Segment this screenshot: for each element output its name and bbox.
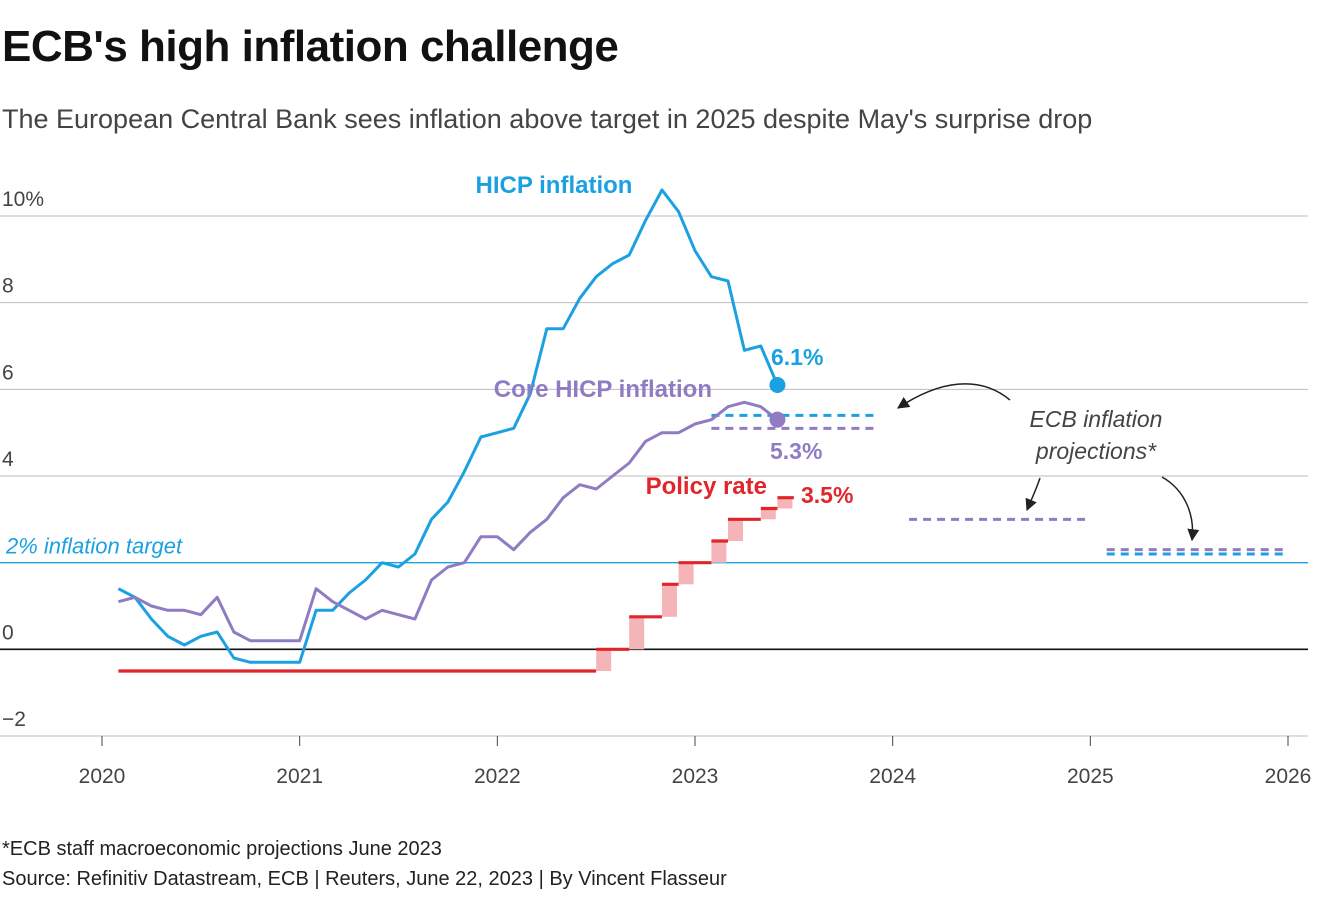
annotation-arrow-2024 bbox=[1025, 477, 1041, 512]
policy-rate-series bbox=[118, 496, 794, 673]
policy-rate-increase bbox=[661, 584, 677, 617]
policy-rate-increase bbox=[777, 497, 793, 509]
x-tick-label: 2021 bbox=[276, 765, 323, 788]
x-tick-label: 2025 bbox=[1067, 765, 1114, 788]
projections-annotation-line2: projections* bbox=[1035, 438, 1157, 464]
core-hicp-line bbox=[118, 400, 779, 643]
x-tick-label: 2024 bbox=[869, 765, 916, 788]
y-tick-label: 8 bbox=[2, 275, 14, 298]
core-hicp-label: Core HICP inflation bbox=[494, 376, 712, 403]
hicp-line bbox=[117, 188, 779, 664]
core-hicp-end-dot bbox=[769, 411, 786, 428]
policy-rate-increase bbox=[728, 519, 744, 541]
policy-rate-label: Policy rate bbox=[646, 473, 767, 500]
projections-annotation-line1: ECB inflation bbox=[1030, 406, 1163, 432]
inflation-series bbox=[117, 188, 786, 664]
projection-lines bbox=[711, 413, 1288, 556]
chart-title: ECB's high inflation challenge bbox=[2, 22, 619, 71]
x-axis-ticks: 2020 2021 2022 2023 2024 2025 2026 bbox=[79, 736, 1312, 788]
x-tick-label: 2026 bbox=[1265, 765, 1312, 788]
annotation-arrow-2023 bbox=[897, 383, 1011, 409]
policy-rate-increase bbox=[760, 508, 776, 520]
y-tick-label: 10% bbox=[2, 188, 44, 211]
footnote: *ECB staff macroeconomic projections Jun… bbox=[2, 838, 442, 860]
policy-rate-increase bbox=[711, 541, 727, 563]
y-tick-label: −2 bbox=[2, 708, 26, 731]
inflation-target: 2% inflation target bbox=[0, 534, 1308, 564]
x-tick-label: 2022 bbox=[474, 765, 521, 788]
x-tick-label: 2020 bbox=[79, 765, 126, 788]
policy-rate-increase bbox=[678, 562, 694, 585]
core-hicp-end-label: 5.3% bbox=[770, 438, 822, 464]
source-line: Source: Refinitiv Datastream, ECB | Reut… bbox=[2, 868, 727, 890]
y-tick-label: 0 bbox=[2, 621, 14, 644]
x-tick-label: 2023 bbox=[672, 765, 719, 788]
target-label: 2% inflation target bbox=[5, 534, 183, 559]
projection-annotation: ECB inflation projections* bbox=[897, 383, 1200, 542]
policy-rate-increase bbox=[596, 649, 612, 671]
hicp-end-label: 6.1% bbox=[771, 344, 823, 370]
y-tick-label: 4 bbox=[2, 448, 14, 471]
hicp-label: HICP inflation bbox=[476, 172, 633, 199]
y-axis-ticks: 10% 8 6 4 0 −2 bbox=[2, 188, 44, 731]
y-tick-label: 6 bbox=[2, 361, 14, 384]
policy-rate-end-label: 3.5% bbox=[801, 482, 853, 508]
series-labels: HICP inflation 6.1% Core HICP inflation 5.3… bbox=[476, 172, 854, 508]
annotation-arrow-2025 bbox=[1161, 476, 1200, 542]
policy-rate-increase bbox=[629, 616, 645, 650]
chart-subtitle: The European Central Bank sees inflation… bbox=[2, 104, 1093, 134]
hicp-end-dot bbox=[769, 377, 786, 393]
